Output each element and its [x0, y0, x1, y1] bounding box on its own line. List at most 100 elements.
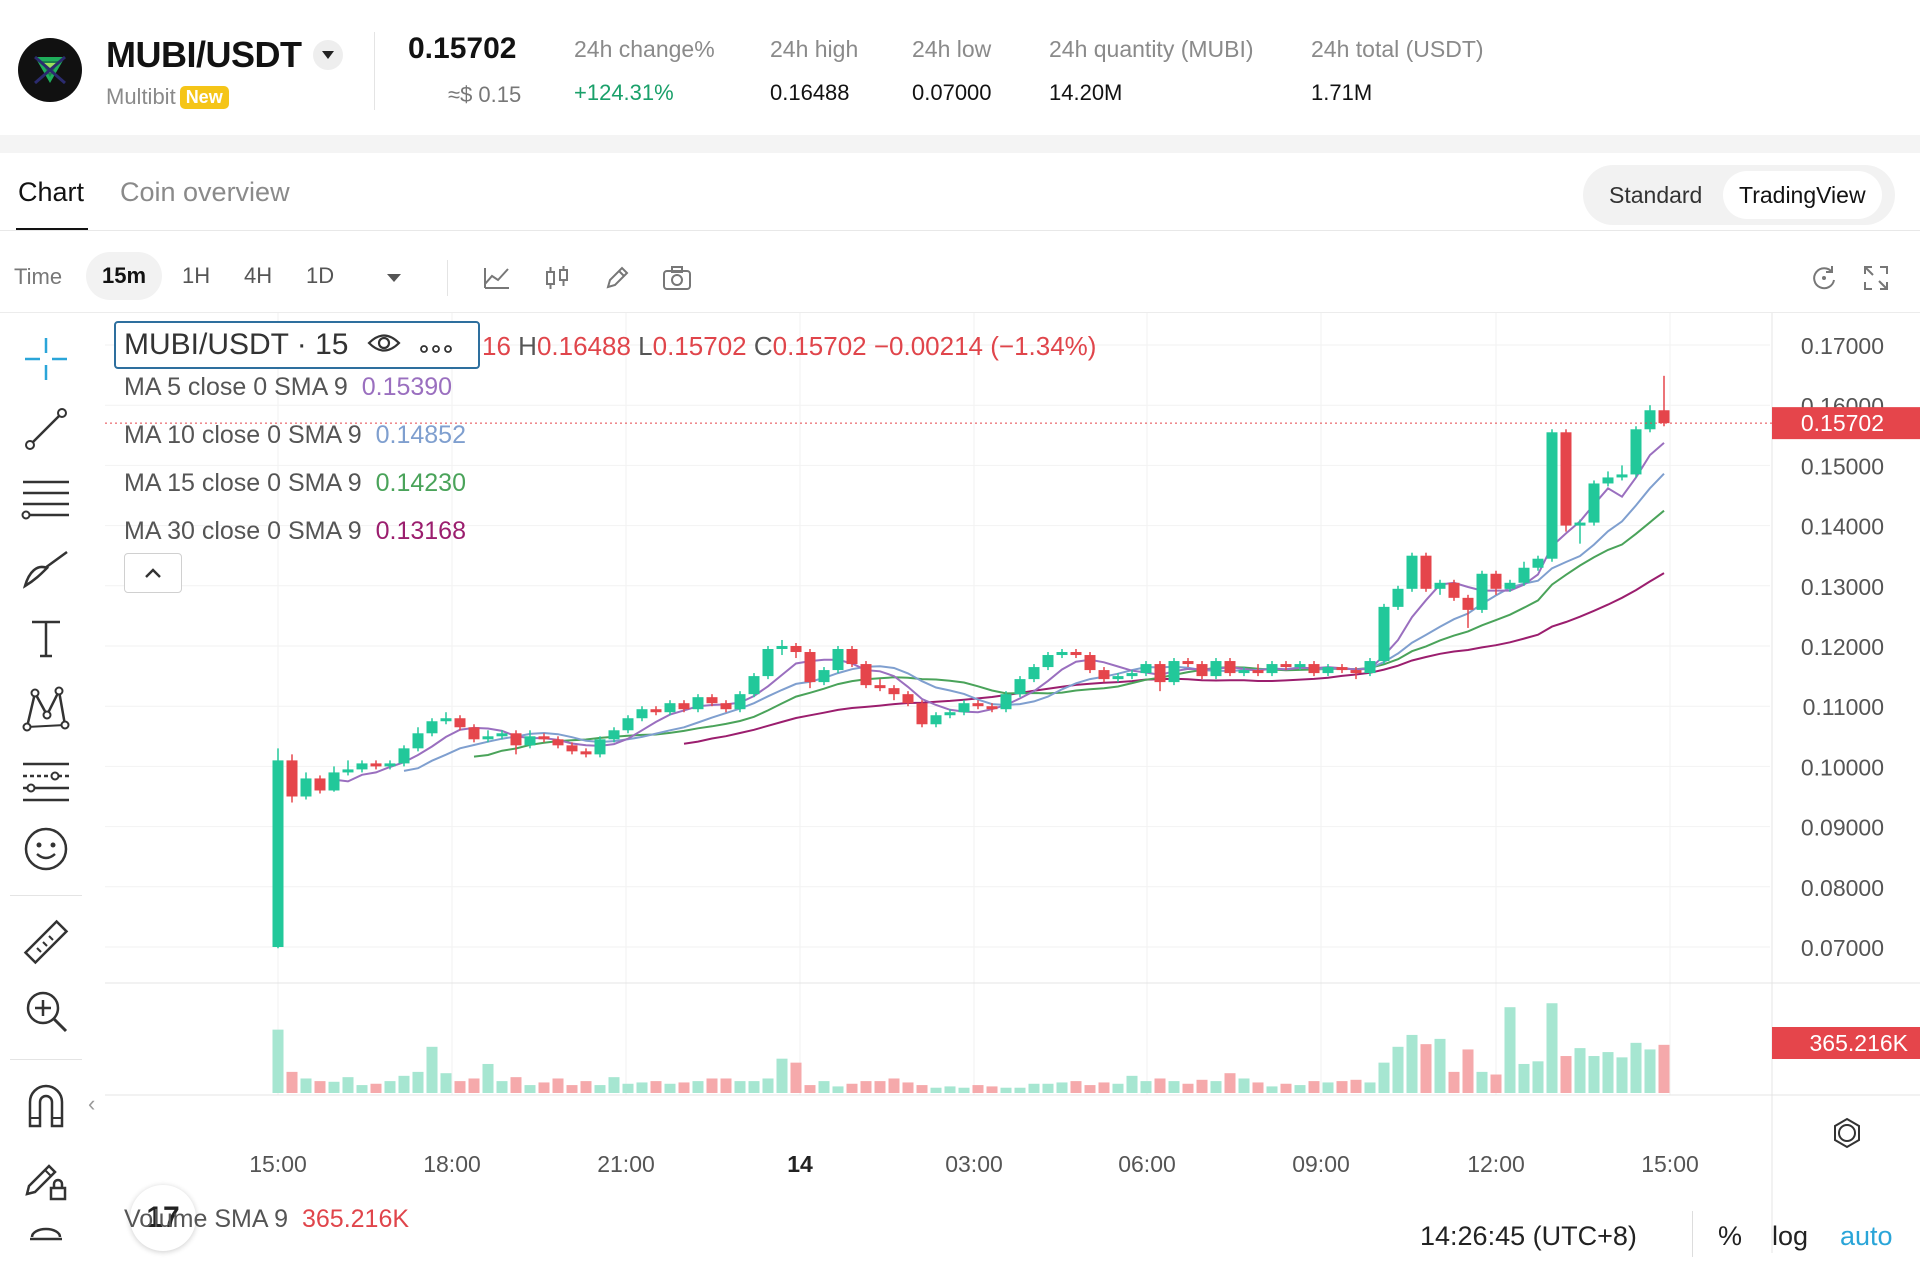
percent-scale-button[interactable]: %	[1718, 1221, 1743, 1251]
magnet-icon[interactable]	[20, 1079, 72, 1131]
log-scale-button[interactable]: log	[1772, 1221, 1809, 1251]
candle-body	[790, 646, 802, 653]
legend-more-icon[interactable]	[419, 328, 453, 362]
candle-body	[986, 706, 998, 710]
candle-body	[1084, 655, 1096, 671]
drawing-toolbar-divider-2	[10, 1059, 82, 1060]
ma15-line	[473, 509, 1665, 758]
candle-body	[776, 646, 788, 650]
time-tick-1: 18:00	[423, 1151, 481, 1177]
timeframe-1h[interactable]: 1H	[182, 263, 211, 288]
candle-body	[1448, 582, 1460, 598]
fullscreen-icon[interactable]	[1860, 262, 1892, 294]
volume-bar	[944, 1086, 956, 1093]
ohlc-open-fragment: 16	[482, 331, 511, 361]
candlestick-chart[interactable]: 0.170000.160000.150000.140000.130000.120…	[0, 313, 1920, 1253]
forecast-tool-icon[interactable]	[20, 755, 72, 807]
timeframe-more-icon[interactable]	[378, 262, 410, 294]
chart-settings-gear-icon	[1838, 1124, 1856, 1142]
ohlc-readout: 16 H0.16488 L0.15702 C0.15702 −0.00214 (…	[482, 331, 1096, 362]
last-price-usd: ≈$ 0.15	[448, 82, 522, 107]
drawing-toolbar: ‹	[0, 323, 95, 1283]
volume-bar	[636, 1082, 648, 1093]
zoom-in-icon[interactable]	[20, 985, 72, 1037]
collapse-legend-button[interactable]	[124, 553, 182, 593]
candle-body	[1336, 667, 1348, 671]
ma10-legend[interactable]: MA 10 close 0 SMA 9 0.14852	[124, 421, 466, 450]
volume-bar	[398, 1075, 410, 1093]
volume-bar	[1014, 1087, 1026, 1093]
candle-type-icon[interactable]	[541, 262, 573, 294]
draw-pencil-icon[interactable]	[601, 262, 633, 294]
tab-coin-overview[interactable]: Coin overview	[120, 177, 290, 207]
volume-bar	[1504, 1007, 1516, 1093]
symbol-legend[interactable]: MUBI/USDT · 15	[114, 321, 480, 369]
candle-body	[720, 703, 732, 710]
volume-bar	[930, 1087, 942, 1093]
candle-body	[1476, 573, 1488, 610]
trash-icon[interactable]	[20, 1223, 72, 1253]
volume-bar	[300, 1078, 312, 1093]
candle-body	[426, 721, 438, 734]
tradingview-logo[interactable]: 17	[130, 1185, 196, 1251]
ruler-icon[interactable]	[20, 917, 72, 969]
emoji-icon[interactable]	[20, 823, 72, 875]
trend-line-icon[interactable]	[20, 403, 72, 455]
volume-bar	[748, 1081, 760, 1093]
volume-bar	[1238, 1078, 1250, 1093]
candle-body	[1504, 582, 1516, 589]
view-tradingview-button[interactable]: TradingView	[1723, 171, 1882, 219]
timeframe-15m[interactable]: 15m	[86, 252, 163, 300]
ma15-legend[interactable]: MA 15 close 0 SMA 9 0.14230	[124, 469, 466, 498]
lock-drawings-icon[interactable]	[20, 1153, 72, 1205]
ma5-value: 0.15390	[361, 373, 453, 401]
horizontal-lines-icon[interactable]	[20, 473, 72, 525]
reset-chart-icon[interactable]	[1808, 262, 1840, 294]
volume-bar	[916, 1085, 928, 1093]
candle-body	[1294, 664, 1306, 668]
volume-bar	[1196, 1079, 1208, 1093]
current-price-tag	[1772, 407, 1920, 440]
view-standard-button[interactable]: Standard	[1609, 182, 1703, 208]
ma15-value: 0.14230	[375, 469, 466, 497]
candle-body	[1308, 664, 1320, 674]
candle-body	[1490, 573, 1502, 589]
chart-area[interactable]: 0.17000 0.16000 0.15000 0.14000 0.13000 0.120…	[0, 313, 1920, 1253]
ma5-legend[interactable]: MA 5 close 0 SMA 9 0.15390	[124, 373, 452, 402]
text-tool-icon[interactable]	[20, 613, 72, 665]
candle-body	[1420, 555, 1432, 589]
crosshair-icon[interactable]	[20, 333, 72, 385]
volume-bar	[496, 1081, 508, 1093]
pair-dropdown-icon[interactable]	[313, 40, 343, 70]
volume-bar	[566, 1085, 578, 1093]
pattern-tool-icon[interactable]	[20, 683, 72, 735]
candle-body	[1350, 670, 1362, 674]
ma30-label: MA 30 close 0 SMA 9	[124, 517, 362, 545]
brush-icon[interactable]	[20, 543, 72, 595]
camera-icon[interactable]	[661, 262, 693, 294]
volume-bar	[1042, 1083, 1054, 1093]
time-tick-5: 06:00	[1118, 1151, 1176, 1177]
pair-title[interactable]: MUBI/USDT	[106, 34, 302, 75]
tab-chart[interactable]: Chart	[18, 177, 85, 207]
volume-bar	[384, 1081, 396, 1093]
candle-body	[342, 769, 354, 773]
timeframe-1d[interactable]: 1D	[306, 263, 335, 288]
candle-body	[314, 778, 326, 791]
candle-body	[944, 712, 956, 716]
indicators-icon[interactable]	[481, 262, 513, 294]
auto-scale-button[interactable]: auto	[1840, 1221, 1893, 1251]
clock[interactable]: 14:26:45 (UTC+8)	[1420, 1221, 1637, 1251]
candle-body	[846, 649, 858, 665]
candle-body	[1070, 652, 1082, 656]
visibility-eye-icon[interactable]	[366, 328, 401, 362]
ma30-legend[interactable]: MA 30 close 0 SMA 9 0.13168	[124, 517, 466, 546]
candle-body	[370, 763, 382, 767]
candle-body	[636, 709, 648, 719]
candle-body	[1196, 664, 1208, 677]
collapse-toolbar-icon[interactable]: ‹	[88, 1091, 96, 1116]
stat-high-label: 24h high	[770, 36, 859, 62]
volume-bar	[706, 1078, 718, 1093]
candle-body	[1378, 606, 1390, 662]
timeframe-4h[interactable]: 4H	[244, 263, 273, 288]
